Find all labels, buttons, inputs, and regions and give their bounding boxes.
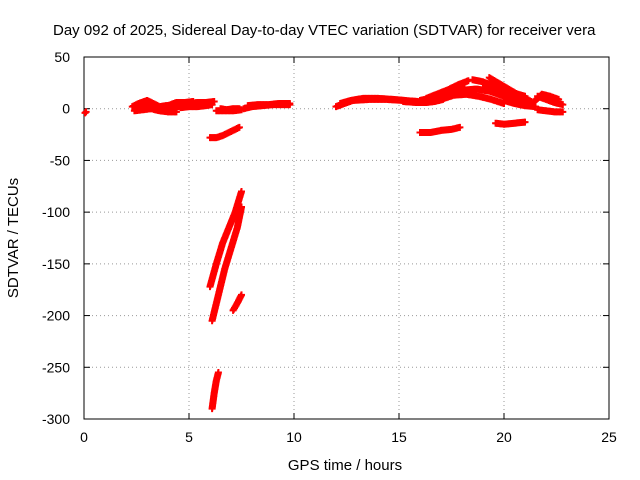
x-tick-label: 15 <box>391 429 407 445</box>
data-point <box>521 118 529 126</box>
data-point <box>456 123 464 131</box>
y-tick-label: -150 <box>42 256 70 272</box>
data-point <box>238 187 245 195</box>
y-tick-label: -50 <box>50 152 70 168</box>
x-axis-label: GPS time / hours <box>288 457 402 474</box>
data-point <box>214 368 222 376</box>
y-tick-label: 50 <box>54 49 70 65</box>
x-axis-ticks: 0 5 10 15 20 25 <box>80 57 617 445</box>
data-point <box>559 101 567 109</box>
x-tick-label: 25 <box>601 429 617 445</box>
data-point <box>210 97 218 105</box>
y-tick-label: 0 <box>62 101 70 117</box>
y-axis-ticks: 50 0 -50 -100 -150 -200 -250 -300 <box>42 49 609 427</box>
data-point <box>81 109 89 117</box>
chart-title: Day 092 of 2025, Sidereal Day-to-day VTE… <box>53 22 596 39</box>
data-point <box>238 291 245 299</box>
data-point <box>559 108 567 116</box>
y-tick-label: -300 <box>42 411 70 427</box>
y-tick-label: -100 <box>42 204 70 220</box>
x-tick-label: 20 <box>496 429 512 445</box>
data-point <box>238 203 245 211</box>
x-tick-label: 0 <box>80 429 88 445</box>
x-tick-label: 10 <box>286 429 302 445</box>
plot-area-frame <box>83 56 610 420</box>
y-axis-label: SDTVAR / TECUs <box>5 178 22 298</box>
data-point <box>235 123 243 131</box>
data-points <box>81 74 567 413</box>
data-point <box>286 100 294 108</box>
x-tick-label: 5 <box>185 429 193 445</box>
grid-lines <box>84 57 609 419</box>
y-tick-label: -250 <box>42 359 70 375</box>
y-tick-label: -200 <box>42 308 70 324</box>
data-point <box>82 108 90 116</box>
